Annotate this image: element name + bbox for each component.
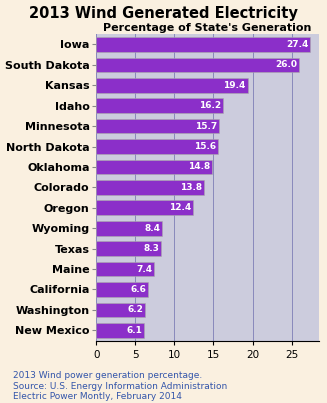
Text: 13.8: 13.8 <box>180 183 202 192</box>
Bar <box>96 323 144 338</box>
Bar <box>96 119 219 133</box>
Text: 2013 Wind Generated Electricity: 2013 Wind Generated Electricity <box>29 6 298 21</box>
Bar <box>96 303 145 317</box>
Bar <box>96 98 223 113</box>
Bar <box>96 241 161 256</box>
Bar <box>96 37 310 52</box>
Text: 12.4: 12.4 <box>169 204 191 212</box>
Title: Percentage of State's Generation: Percentage of State's Generation <box>103 23 312 33</box>
Text: 6.1: 6.1 <box>126 326 142 335</box>
Text: 2013 Wind power generation percentage.
Source: U.S. Energy Information Administr: 2013 Wind power generation percentage. S… <box>13 371 227 401</box>
Bar <box>96 78 248 93</box>
Text: 8.4: 8.4 <box>144 224 160 233</box>
Text: 7.4: 7.4 <box>136 265 152 274</box>
Bar <box>96 221 162 236</box>
Text: 6.2: 6.2 <box>127 305 143 314</box>
Bar <box>96 262 154 276</box>
Text: 19.4: 19.4 <box>223 81 246 90</box>
Bar <box>96 139 218 154</box>
Text: 15.7: 15.7 <box>195 122 217 131</box>
Bar <box>96 160 212 174</box>
Bar <box>96 58 299 72</box>
Bar <box>96 180 204 195</box>
Bar <box>96 200 193 215</box>
Text: 27.4: 27.4 <box>286 40 308 49</box>
Text: 14.8: 14.8 <box>188 162 210 171</box>
Bar <box>96 282 148 297</box>
Text: 16.2: 16.2 <box>199 101 221 110</box>
Text: 26.0: 26.0 <box>275 60 297 69</box>
Text: 6.6: 6.6 <box>130 285 146 294</box>
Text: 8.3: 8.3 <box>144 244 159 253</box>
Text: 15.6: 15.6 <box>194 142 216 151</box>
